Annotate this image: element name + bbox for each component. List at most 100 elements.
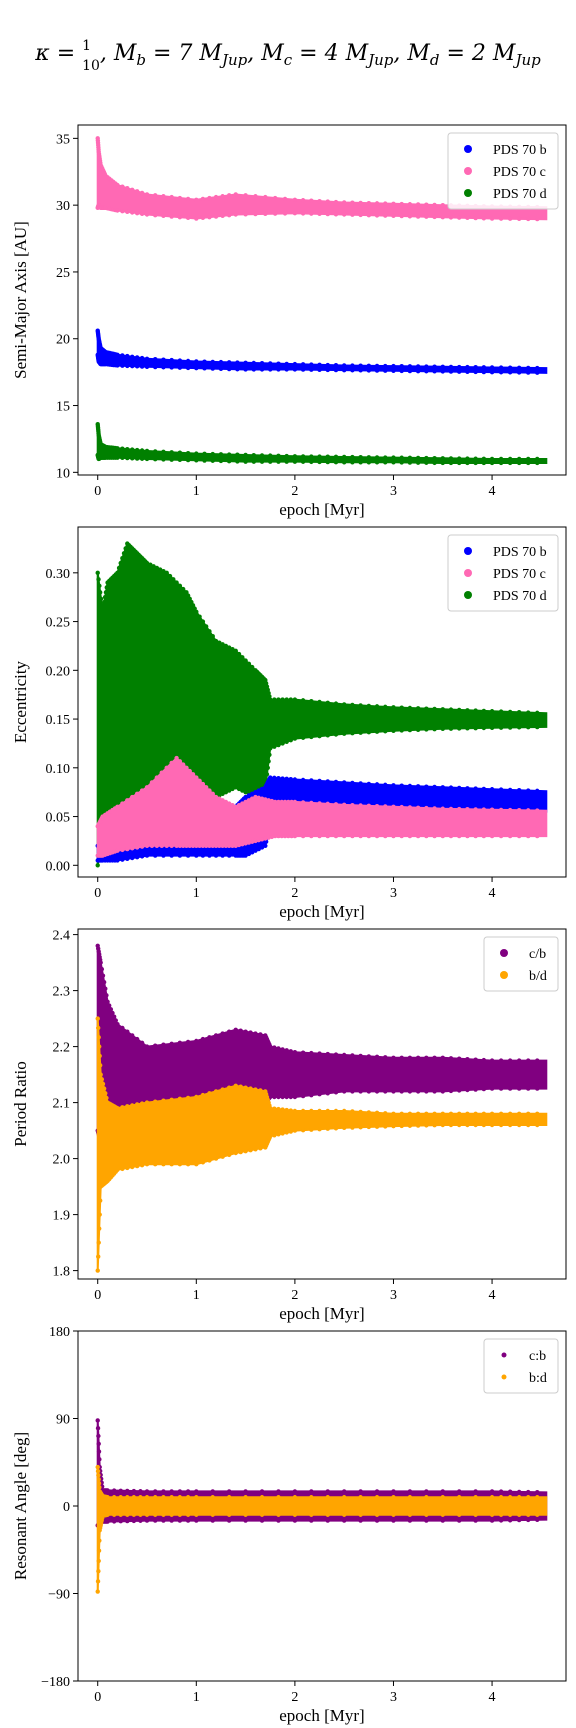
series-point bbox=[473, 1495, 478, 1500]
series-point bbox=[341, 1052, 347, 1058]
series-point bbox=[213, 1156, 219, 1161]
series-point bbox=[309, 367, 314, 372]
series-point bbox=[407, 1123, 413, 1128]
series-point bbox=[233, 804, 238, 810]
series-point bbox=[440, 364, 445, 369]
series-point bbox=[190, 772, 196, 777]
series-point bbox=[253, 1087, 258, 1092]
y-tick-label: 0.20 bbox=[46, 664, 71, 679]
series-point bbox=[473, 365, 478, 370]
series-point bbox=[374, 460, 380, 465]
series-point bbox=[149, 843, 155, 849]
series-point bbox=[341, 833, 347, 839]
y-tick-label: −90 bbox=[48, 1588, 70, 1603]
series-point bbox=[125, 186, 130, 191]
series-point bbox=[187, 843, 192, 849]
series-point bbox=[391, 363, 396, 369]
series-point bbox=[292, 1495, 298, 1500]
series-point bbox=[230, 802, 235, 808]
series-point bbox=[194, 853, 199, 858]
series-point bbox=[202, 458, 207, 463]
series-point bbox=[407, 1518, 413, 1523]
panel-3: 0 1 2 3 4 1.8 1.9 2.0 2.1 2.2 2.3 2.4 epoch [Myr] Per… bbox=[11, 928, 567, 1323]
series-point bbox=[440, 1122, 445, 1128]
series-point bbox=[498, 1086, 504, 1091]
series-point bbox=[144, 1518, 150, 1523]
series-point bbox=[194, 216, 199, 221]
series-point bbox=[153, 456, 158, 462]
series-point bbox=[249, 839, 255, 844]
series-point bbox=[282, 196, 288, 202]
series-point bbox=[226, 452, 232, 457]
series-point bbox=[507, 1518, 513, 1523]
series-point bbox=[272, 799, 278, 805]
series-point bbox=[456, 215, 462, 220]
series-point bbox=[203, 785, 209, 790]
series-point bbox=[341, 1125, 347, 1131]
series-point bbox=[424, 214, 429, 219]
series-point bbox=[220, 853, 225, 858]
series-point bbox=[448, 456, 454, 461]
series-point bbox=[139, 844, 145, 849]
series-point bbox=[341, 780, 347, 785]
series-point bbox=[134, 1163, 140, 1169]
series-point bbox=[233, 843, 238, 849]
series-point bbox=[276, 742, 281, 748]
series-point bbox=[153, 364, 158, 370]
series-point bbox=[139, 1162, 145, 1168]
series-point bbox=[180, 843, 186, 849]
series-point bbox=[202, 451, 207, 457]
series-point bbox=[115, 455, 120, 460]
series-point bbox=[144, 356, 150, 361]
series-point bbox=[213, 214, 219, 219]
series-point bbox=[102, 594, 108, 600]
series-point bbox=[448, 215, 454, 220]
series-point bbox=[399, 1123, 404, 1129]
series-point bbox=[473, 1512, 478, 1517]
legend-box bbox=[447, 534, 559, 612]
series-point bbox=[226, 1512, 232, 1517]
series-point bbox=[220, 798, 225, 803]
series-point bbox=[161, 357, 166, 362]
series-point bbox=[456, 456, 462, 461]
series-point bbox=[325, 1051, 330, 1057]
series-point bbox=[253, 789, 258, 795]
series-point bbox=[507, 807, 513, 813]
series-point bbox=[284, 1048, 289, 1053]
y-tick-label: −180 bbox=[41, 1675, 70, 1690]
series-point bbox=[220, 843, 225, 849]
series-point bbox=[248, 1148, 253, 1153]
series-point bbox=[220, 791, 225, 797]
series-point bbox=[226, 366, 232, 372]
series-point bbox=[164, 570, 169, 576]
series-point bbox=[341, 1489, 347, 1494]
series-point bbox=[456, 1122, 462, 1128]
series-point bbox=[238, 1084, 243, 1089]
series-point bbox=[300, 1050, 306, 1055]
series-point bbox=[366, 212, 372, 218]
series-point bbox=[111, 1519, 117, 1524]
series-point bbox=[448, 1111, 454, 1117]
series-point bbox=[325, 1495, 330, 1500]
series-point bbox=[358, 1125, 363, 1130]
series-point bbox=[251, 452, 257, 458]
y-tick-label: 180 bbox=[49, 1325, 70, 1340]
series-point bbox=[161, 457, 166, 462]
series-point bbox=[289, 799, 294, 805]
series-point bbox=[424, 1512, 429, 1517]
x-tick-label: 4 bbox=[489, 1690, 496, 1705]
series-point bbox=[358, 730, 363, 735]
series-point bbox=[105, 1488, 110, 1493]
series-point bbox=[230, 646, 235, 652]
series-point bbox=[350, 1053, 355, 1058]
series-point bbox=[526, 1111, 531, 1117]
series-point bbox=[134, 1036, 140, 1042]
series-point bbox=[407, 833, 413, 839]
series-point bbox=[251, 459, 257, 464]
series-point bbox=[268, 1044, 273, 1049]
series-point bbox=[194, 365, 199, 371]
legend-marker bbox=[501, 1352, 507, 1358]
series-point bbox=[226, 1489, 232, 1494]
series-point bbox=[350, 802, 355, 808]
series-point bbox=[169, 853, 174, 858]
